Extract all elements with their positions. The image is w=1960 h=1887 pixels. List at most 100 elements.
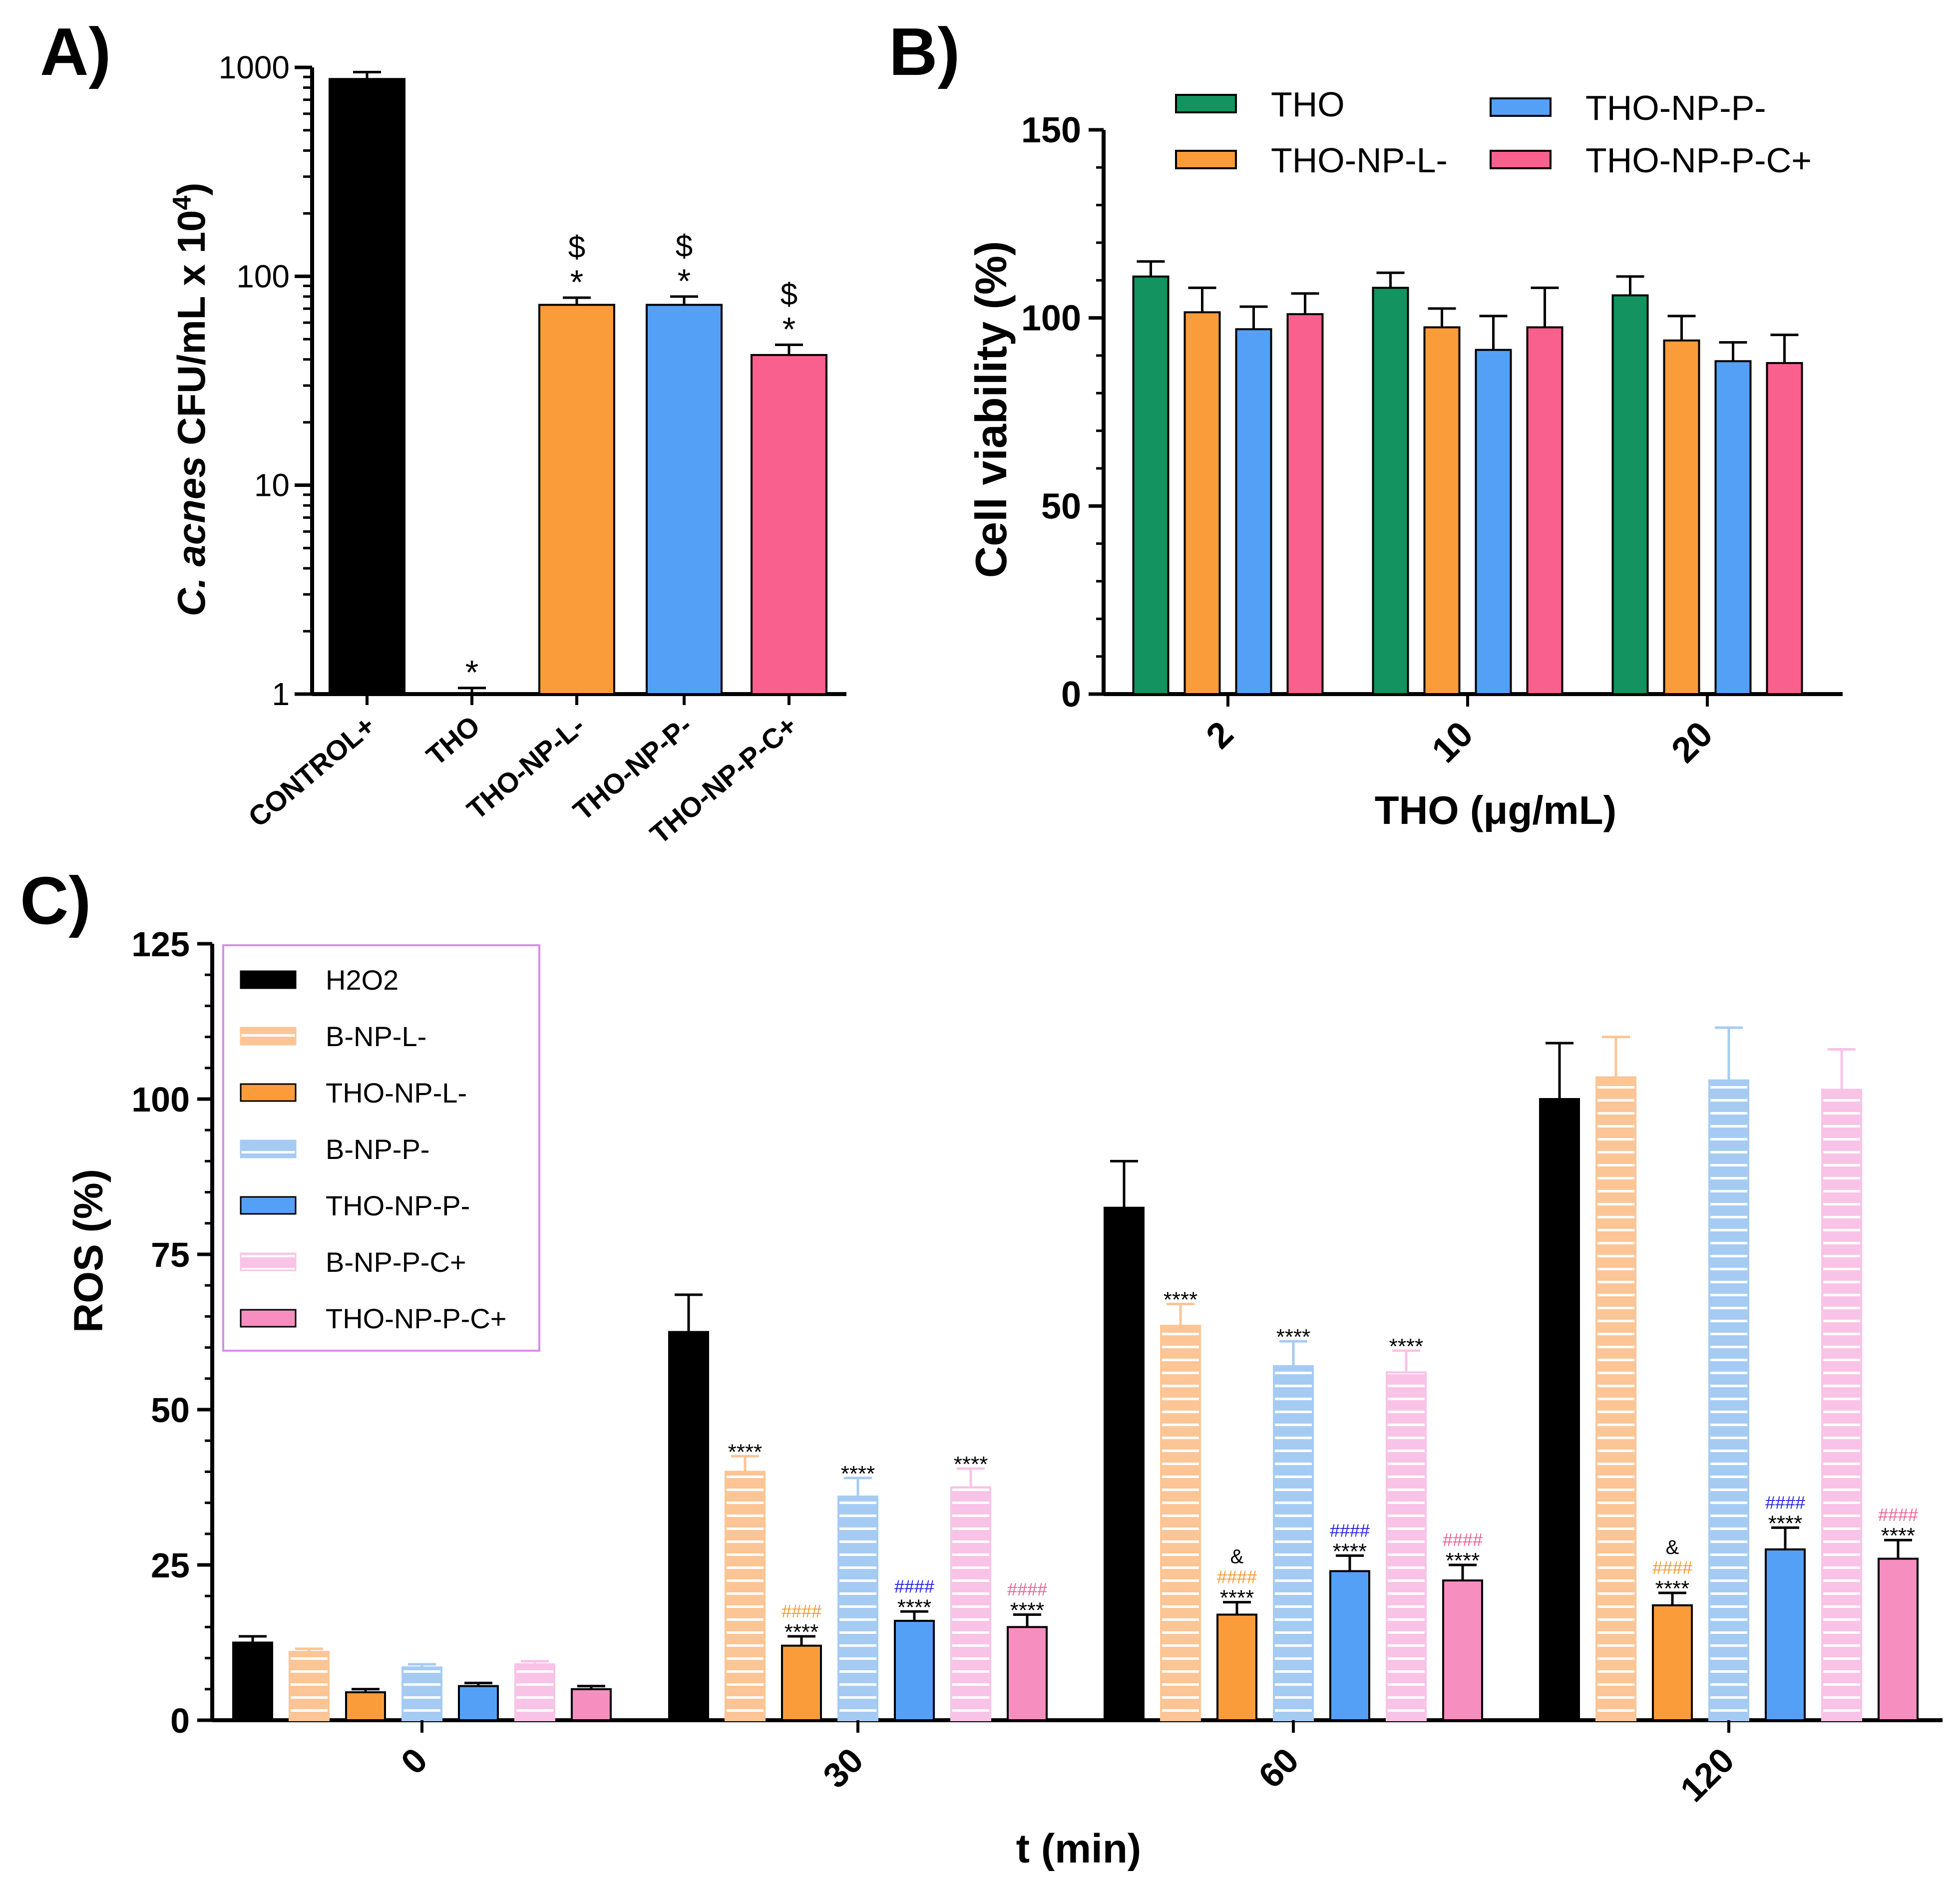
chart-c-y-tick-label: 50 (151, 1391, 190, 1430)
chart-c-bar-H2O2-60 (1104, 1206, 1145, 1721)
chart-b-bar-THO-NP-L--2 (1183, 311, 1221, 695)
chart-a-star-label: * (678, 262, 691, 300)
chart-c-legend-label: THO-NP-L- (326, 1077, 467, 1109)
chart-c-y-tick-label: 100 (131, 1080, 190, 1119)
chart-b-bar-THO-20 (1611, 294, 1649, 695)
chart-c-y-tick-label: 25 (151, 1546, 190, 1585)
chart-a-star-label: * (783, 311, 795, 349)
chart-b-bar-THO-NP-P-C+-10 (1526, 326, 1564, 695)
chart-c-x-tick-label: 120 (1673, 1740, 1742, 1809)
chart-c-hash-label: #### (1217, 1567, 1257, 1587)
chart-c-bar-THO-NP-L--30 (781, 1644, 822, 1721)
chart-c-bar-THO-NP-P--60 (1329, 1570, 1370, 1721)
chart-c-star-label: **** (1010, 1598, 1045, 1623)
chart-c-y-tick-label: 75 (151, 1235, 190, 1274)
chart-c-bar-THO-NP-L--120 (1652, 1604, 1693, 1722)
chart-c-legend-label: B-NP-P- (326, 1133, 429, 1165)
chart-c-bar-B-NP-L--0 (289, 1651, 330, 1721)
chart-c-legend-swatch (240, 1139, 297, 1158)
chart-c-legend-label: B-NP-P-C+ (326, 1246, 466, 1278)
chart-c-bar-B-NP-P-C+-0 (514, 1663, 555, 1722)
chart-c-x-tick-label: 0 (393, 1740, 435, 1782)
chart-c-legend-swatch (240, 970, 297, 989)
chart-c-bar-THO-NP-L--60 (1216, 1613, 1257, 1722)
chart-c-star-label: **** (1446, 1548, 1480, 1573)
chart-c-y-tick-label: 0 (170, 1701, 190, 1740)
chart-c-star-label: **** (1881, 1523, 1916, 1548)
chart-c-hash-label: #### (1443, 1529, 1483, 1550)
chart-a-bar-THO-NP-L- (538, 304, 615, 695)
chart-c-x-tick-label: 30 (815, 1740, 870, 1795)
chart-b-bar-THO-10 (1372, 287, 1409, 695)
chart-c-bar-THO-NP-P-C+-60 (1442, 1579, 1483, 1722)
chart-c-star-label: **** (728, 1440, 763, 1464)
chart-c-x-label: t (min) (1016, 1826, 1141, 1872)
chart-c-bar-B-NP-P-C+-60 (1386, 1371, 1427, 1722)
chart-b-bar-THO-NP-L--10 (1423, 326, 1461, 695)
chart-c-bar-B-NP-P--30 (837, 1496, 878, 1721)
panel-label-a: A) (40, 14, 111, 89)
chart-b-bar-THO-NP-P--10 (1475, 349, 1512, 695)
chart-a-x-tick-label: THO (420, 710, 486, 771)
chart-c-hash-label: #### (782, 1601, 821, 1621)
chart-b-legend-swatch (1490, 150, 1552, 169)
chart-c-star-label: **** (784, 1620, 819, 1644)
chart-a: C. acnes CFU/mL x 104) 1 10 100 1000 CONTROL… (168, 49, 846, 850)
chart-a-y-label-italic: C. acnes (169, 456, 213, 616)
chart-c-bar-B-NP-L--120 (1595, 1076, 1636, 1721)
chart-a-star-label: * (465, 654, 478, 692)
chart-c-star-label: **** (1220, 1586, 1254, 1610)
chart-c-bar-THO-NP-P--30 (894, 1619, 935, 1721)
chart-b-y-label: Cell viability (%) (966, 241, 1016, 578)
chart-b-y-tick-label: 50 (1041, 486, 1081, 526)
chart-c-x-tick-label: 60 (1251, 1740, 1306, 1795)
chart-c-bar-H2O2-120 (1539, 1098, 1580, 1721)
chart-c-star-label: **** (1276, 1325, 1311, 1349)
chart-c-y-tick-label: 125 (131, 925, 190, 964)
chart-c-legend-label: THO-NP-P- (326, 1190, 470, 1221)
chart-b-y-tick-label: 0 (1061, 675, 1081, 715)
chart-c-bar-THO-NP-P--120 (1765, 1548, 1806, 1721)
chart-c-amp-label: & (1230, 1546, 1244, 1568)
chart-c-star-label: **** (1164, 1288, 1198, 1312)
chart-a-y-label-sup: 4 (168, 196, 197, 210)
chart-c-legend-box (222, 944, 540, 1352)
chart-a-star-label: * (570, 263, 583, 301)
chart-b-x-tick-label: 2 (1198, 714, 1241, 756)
chart-b-legend-label: THO (1271, 85, 1345, 124)
chart-c-legend-label: THO-NP-P-C+ (326, 1303, 506, 1334)
chart-c-hash-label: #### (894, 1576, 934, 1596)
chart-a-bar-THO-NP-P-C+ (751, 354, 827, 695)
chart-b-bar-THO-2 (1132, 275, 1170, 695)
chart-c-star-label: **** (897, 1595, 932, 1619)
chart-a-y-tick-label: 100 (236, 258, 290, 294)
chart-c-y-label: ROS (%) (66, 1169, 111, 1333)
chart-b-x-tick-label: 20 (1664, 714, 1720, 770)
chart-c-bar-THO-NP-P-C+-120 (1878, 1557, 1919, 1722)
chart-b-bar-THO-NP-P--20 (1714, 360, 1752, 695)
chart-a-dollar-label: $ (568, 230, 585, 265)
chart-a-dollar-label: $ (676, 229, 693, 264)
chart-c-hash-label: #### (1652, 1557, 1692, 1578)
chart-b-bar-THO-NP-L--20 (1663, 339, 1700, 695)
chart-c-legend-swatch (240, 1083, 297, 1102)
chart-c-hash-label: #### (1007, 1579, 1047, 1600)
chart-a-bar-THO-NP-P- (646, 304, 723, 695)
chart-b-bar-THO-NP-P-C+-2 (1286, 313, 1324, 695)
chart-a-x-tick-label: CONTROL+ (242, 710, 381, 833)
chart-b-legend-label: THO-NP-P-C+ (1585, 141, 1812, 180)
chart-c-bar-THO-NP-P-C+-0 (571, 1688, 612, 1722)
chart-a-y-tick-label: 1000 (219, 49, 290, 85)
chart-b-x-label: THO (μg/mL) (1375, 788, 1616, 832)
chart-b-x-tick-label: 10 (1424, 714, 1481, 770)
chart-c-legend-swatch (240, 1309, 297, 1328)
chart-a-x-tick-label: THO-NP-L- (461, 710, 591, 825)
chart-b-legend-swatch (1175, 150, 1237, 169)
chart-b-legend-swatch (1490, 97, 1552, 117)
chart-c-hash-label: #### (1330, 1520, 1370, 1540)
chart-c-bar-THO-NP-L--0 (345, 1691, 386, 1722)
chart-c-bar-B-NP-P-C+-30 (950, 1486, 991, 1721)
chart-c-bar-H2O2-30 (668, 1331, 709, 1721)
chart-b-bar-THO-NP-P-C+-20 (1766, 362, 1803, 695)
chart-c-legend-swatch (240, 1196, 297, 1215)
